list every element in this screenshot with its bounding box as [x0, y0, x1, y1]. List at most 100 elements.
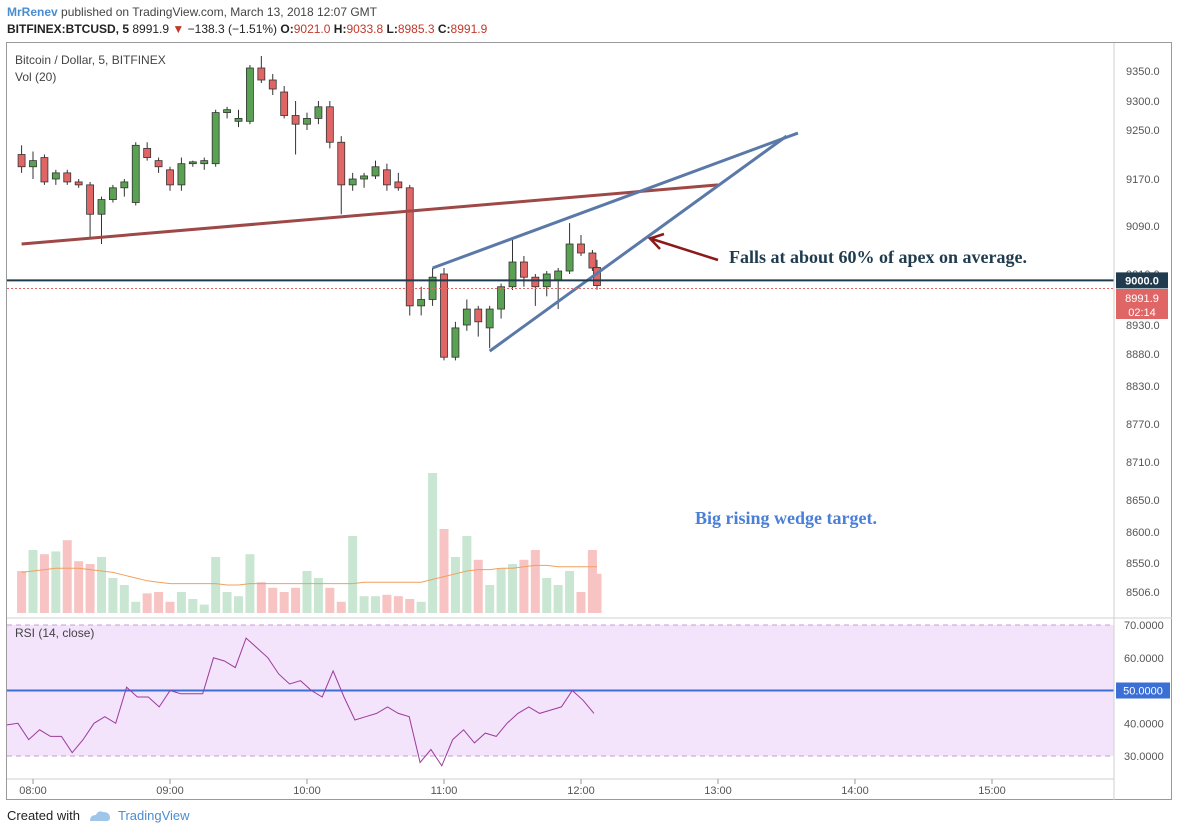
candle-body [531, 276, 540, 288]
volume-bar [85, 564, 95, 613]
candle-body [74, 181, 83, 186]
open-label: O: [280, 22, 294, 36]
chart-frame [6, 42, 1172, 800]
volume-bar [325, 587, 335, 613]
volume-bar [450, 557, 460, 613]
candle-body [154, 160, 163, 168]
last-price-label: 8991.9 [1125, 293, 1159, 305]
candle-body [405, 187, 414, 307]
open-value: 9021.0 [293, 22, 331, 36]
target-note: Big rising wedge target. [695, 508, 877, 528]
volume-bar [188, 599, 198, 613]
time-tick-label: 12:00 [567, 785, 595, 797]
volume-bar [428, 473, 438, 613]
volume-bar [485, 585, 495, 613]
candle-body [440, 273, 448, 358]
volume-bar [17, 571, 27, 613]
candle-body [474, 308, 483, 323]
volume-bar [439, 529, 449, 613]
candle-body [554, 270, 563, 281]
candle-body [291, 115, 300, 125]
price-tick-label: 8550.0 [1126, 558, 1160, 570]
candle-body [462, 308, 471, 326]
volume-bar [119, 585, 129, 613]
volume-bar [165, 601, 175, 613]
drawings[interactable] [7, 131, 1114, 353]
candle-body [40, 157, 49, 183]
volume-bar [234, 596, 243, 613]
rsi-tick-label: 30.0000 [1124, 751, 1164, 763]
price-tick-label: 8710.0 [1126, 457, 1160, 469]
candle-body [200, 160, 209, 165]
candle-body [371, 166, 380, 177]
annotation-arrow-head [647, 232, 665, 250]
rsi-line [6, 637, 595, 767]
volume-bar [302, 571, 312, 613]
volume-legend: Vol (20) [15, 70, 57, 84]
candle-body [588, 252, 597, 269]
time-tick-label: 13:00 [704, 785, 732, 797]
volume-bar [28, 550, 38, 613]
volume-bar [211, 557, 221, 613]
chart-title: Bitcoin / Dollar, 5, BITFINEX [15, 53, 166, 67]
candle-body [211, 112, 220, 165]
time-tick-label: 11:00 [431, 785, 458, 797]
volume-bar [496, 568, 506, 613]
candle-body [268, 79, 277, 90]
candle-body [97, 199, 106, 215]
volume-bars [17, 473, 602, 613]
volume-bar [313, 578, 323, 613]
volume-bar [371, 596, 380, 613]
countdown-label: 02:14 [1128, 307, 1156, 319]
volume-bar [62, 540, 72, 613]
high-value: 9033.8 [346, 22, 384, 36]
candle-body [120, 181, 129, 189]
last-price-badge [1116, 289, 1168, 319]
volume-bar [291, 587, 301, 613]
price-tick-label: 9250.0 [1126, 125, 1160, 137]
candle-body [17, 154, 26, 168]
candle-body [51, 172, 60, 180]
price-tick-label: 9350.0 [1126, 66, 1160, 78]
volume-bar [359, 596, 369, 613]
candle-body [143, 147, 152, 158]
volume-bar [108, 578, 118, 613]
rsi-tick-label: 70.0000 [1124, 620, 1164, 632]
volume-bar [576, 592, 586, 613]
rsi-badge [1116, 682, 1170, 699]
time-tick-label: 10:00 [293, 785, 321, 797]
price-tick-label: 8770.0 [1126, 419, 1160, 431]
volume-bar [336, 601, 346, 613]
price-tick-label: 8830.0 [1126, 381, 1160, 393]
candle-body [337, 141, 346, 186]
author-link[interactable]: MrRenev [7, 5, 58, 19]
volume-bar [462, 536, 472, 613]
candle-body [497, 286, 505, 310]
low-label: L: [386, 22, 398, 36]
volume-bar [131, 601, 141, 613]
high-label: H: [333, 22, 347, 36]
candle-body [280, 91, 289, 116]
apex-note: Falls at about 60% of apex on average. [729, 247, 1027, 267]
candle-body [508, 261, 517, 288]
volume-bar [592, 573, 602, 613]
candle-body [314, 106, 323, 119]
wedge-lower-line [488, 134, 788, 353]
price-tick-label: 8506.0 [1126, 587, 1160, 599]
rsi-panel [6, 624, 1114, 767]
rsi-tick-label: 40.0000 [1124, 718, 1164, 730]
tradingview-logo-icon [89, 810, 110, 821]
tradingview-link[interactable]: TradingView [117, 808, 190, 823]
close-value: 8991.9 [450, 22, 488, 36]
candle-body [63, 172, 72, 183]
price-tick-label: 8880.0 [1126, 349, 1160, 361]
candle-body [166, 169, 174, 186]
publish-info: MrRenev published on TradingView.com, Ma… [7, 5, 377, 19]
change-value: −138.3 (−1.51%) [187, 22, 278, 36]
time-tick-label: 08:00 [19, 785, 47, 797]
red-trendline [21, 183, 719, 246]
volume-bar [473, 559, 483, 613]
candle-body [417, 299, 426, 307]
rsi-legend: RSI (14, close) [15, 626, 95, 640]
